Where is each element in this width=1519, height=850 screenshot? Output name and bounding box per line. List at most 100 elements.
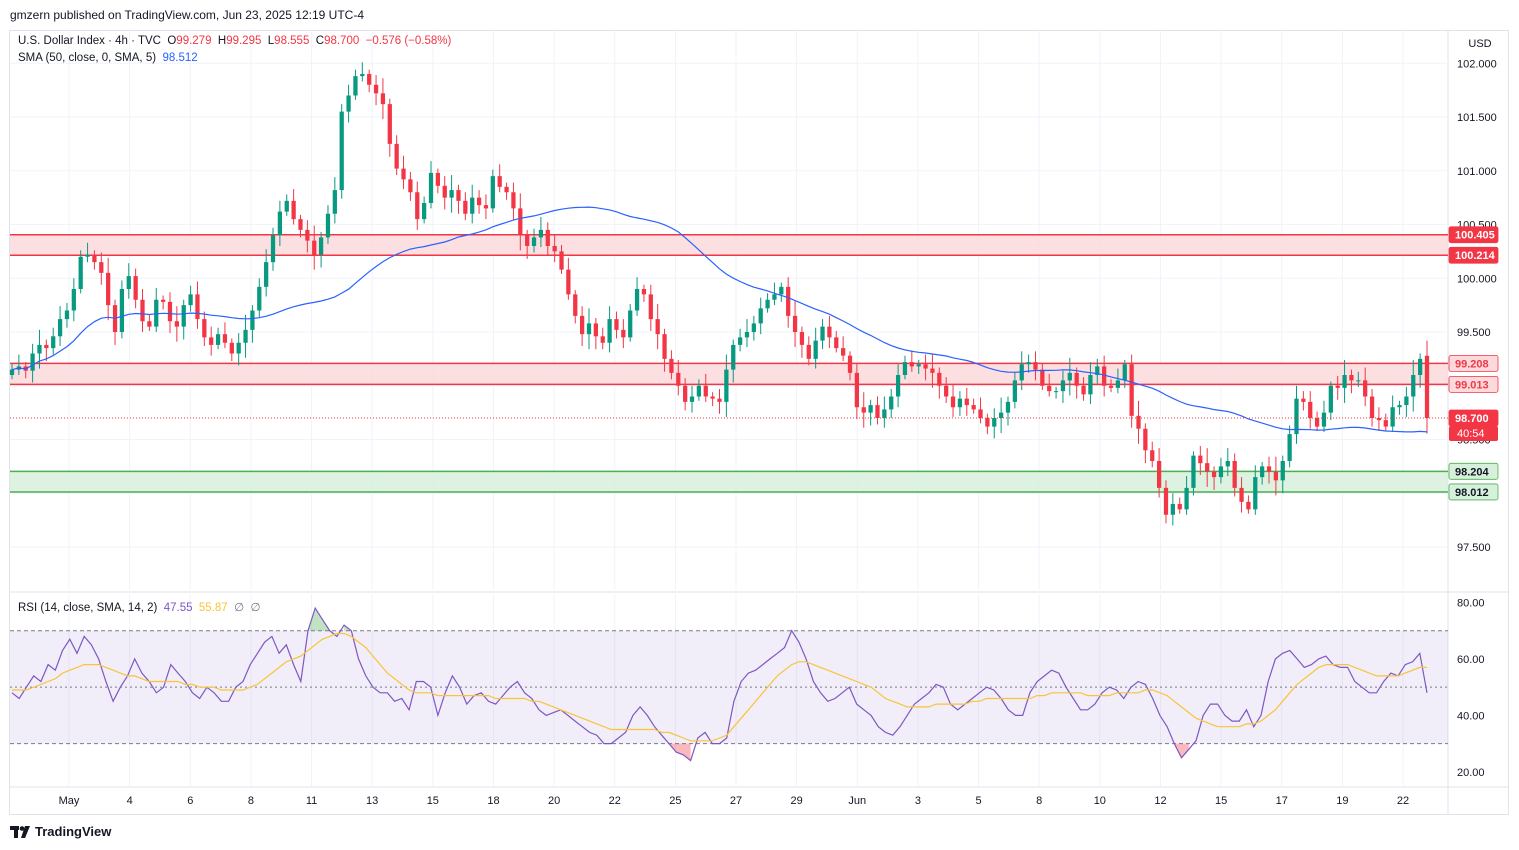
price-axis-label: 98.204 bbox=[1455, 466, 1490, 478]
candle-body bbox=[367, 74, 372, 85]
candle-body bbox=[476, 197, 482, 206]
candle-body bbox=[854, 372, 860, 408]
time-tick-label: 4 bbox=[127, 795, 133, 807]
candle-body bbox=[1301, 398, 1306, 402]
time-tick-label: 12 bbox=[1154, 795, 1166, 807]
candle-body bbox=[1156, 461, 1162, 488]
candle-body bbox=[902, 362, 908, 375]
candle-body bbox=[552, 246, 557, 252]
candle-body bbox=[257, 286, 262, 311]
price-axis-label: 100.405 bbox=[1455, 230, 1495, 242]
candle-body bbox=[1136, 415, 1141, 429]
sma-label[interactable]: SMA (50, close, 0, SMA, 5) bbox=[18, 52, 157, 64]
candle-body bbox=[683, 385, 688, 402]
candle-body bbox=[1047, 385, 1052, 392]
candle-body bbox=[689, 396, 695, 402]
candle-body bbox=[428, 172, 434, 203]
candle-body bbox=[215, 334, 221, 345]
candle-body bbox=[1184, 487, 1189, 510]
candle-body bbox=[394, 143, 399, 169]
candle-body bbox=[277, 211, 283, 236]
candle-body bbox=[325, 213, 331, 238]
candle-body bbox=[765, 299, 770, 309]
candle-body bbox=[827, 326, 832, 338]
candle-body bbox=[1026, 362, 1031, 365]
candle-body bbox=[1369, 396, 1375, 418]
time-tick-label: 29 bbox=[791, 795, 803, 807]
candle-body bbox=[490, 176, 495, 209]
candle-body bbox=[586, 323, 592, 335]
time-tick-label: 10 bbox=[1094, 795, 1106, 807]
currency-button[interactable]: USD bbox=[1468, 38, 1492, 50]
candle-body bbox=[332, 190, 337, 214]
candle-body bbox=[792, 315, 798, 332]
rsi-extra-2: ∅ bbox=[250, 602, 261, 614]
candle-body bbox=[566, 269, 571, 295]
candle-body bbox=[669, 358, 674, 373]
candle-body bbox=[1232, 461, 1237, 488]
candle-body bbox=[284, 200, 289, 212]
resistance-zone bbox=[10, 363, 1448, 385]
candle-body bbox=[442, 185, 447, 198]
time-tick-label: 25 bbox=[669, 795, 681, 807]
candle-body bbox=[813, 340, 818, 359]
candle-body bbox=[373, 84, 379, 94]
price-axis-label-box bbox=[1448, 375, 1499, 393]
candle-body bbox=[1424, 355, 1430, 418]
sma-value: 98.512 bbox=[162, 52, 198, 64]
time-tick-label: 8 bbox=[248, 795, 254, 807]
candle-body bbox=[71, 289, 76, 311]
rsi-label[interactable]: RSI (14, close, SMA, 14, 2) bbox=[18, 602, 158, 614]
candle-body bbox=[1129, 364, 1134, 416]
legend-symbol[interactable]: U.S. Dollar Index · 4h · TVC bbox=[18, 35, 161, 47]
candle-body bbox=[497, 176, 502, 187]
candle-body bbox=[1108, 385, 1114, 388]
candle-body bbox=[1150, 450, 1155, 461]
candle-body bbox=[449, 190, 454, 198]
candle-body bbox=[559, 251, 564, 270]
rsi-tick-label: 40.00 bbox=[1457, 710, 1485, 722]
candle-body bbox=[222, 334, 228, 343]
price-tick-label: 101.500 bbox=[1457, 112, 1497, 124]
candle-body bbox=[106, 272, 111, 306]
candle-body bbox=[415, 192, 420, 220]
candle-body bbox=[847, 355, 853, 373]
candle-body bbox=[435, 172, 441, 186]
candle-body bbox=[1314, 418, 1320, 427]
candle-body bbox=[538, 229, 544, 238]
candle-body bbox=[579, 315, 585, 335]
time-tick-label: 19 bbox=[1336, 795, 1348, 807]
candle-body bbox=[1163, 487, 1169, 515]
candle-body bbox=[641, 289, 647, 295]
candle-body bbox=[573, 294, 578, 316]
candle-body bbox=[772, 294, 777, 300]
candle-body bbox=[126, 276, 131, 289]
candle-body bbox=[737, 337, 743, 345]
tradingview-brand[interactable]: TradingView bbox=[10, 824, 111, 839]
candle-body bbox=[841, 348, 846, 356]
candle-body bbox=[1081, 385, 1086, 395]
candle-body bbox=[1280, 461, 1285, 481]
candle-body bbox=[1211, 471, 1217, 478]
candle-body bbox=[1342, 375, 1347, 388]
candle-body bbox=[37, 344, 42, 354]
candle-body bbox=[1328, 385, 1333, 413]
candle-body bbox=[1115, 380, 1121, 388]
price-axis-label: 98.700 bbox=[1455, 413, 1489, 425]
time-tick-label: 22 bbox=[609, 795, 621, 807]
candle-body bbox=[710, 396, 715, 399]
candle-body bbox=[1404, 396, 1409, 406]
candle-body bbox=[1191, 455, 1196, 488]
candle-body bbox=[875, 405, 880, 418]
candle-body bbox=[1260, 466, 1265, 478]
candle-body bbox=[834, 337, 839, 349]
candle-body bbox=[202, 319, 207, 338]
candle-body bbox=[806, 344, 811, 359]
candle-body bbox=[1095, 366, 1100, 375]
candle-body bbox=[600, 336, 605, 343]
time-tick-label: 27 bbox=[730, 795, 742, 807]
candle-body bbox=[147, 321, 152, 327]
candle-body bbox=[1053, 391, 1059, 393]
rsi-extra-1: ∅ bbox=[234, 602, 245, 614]
